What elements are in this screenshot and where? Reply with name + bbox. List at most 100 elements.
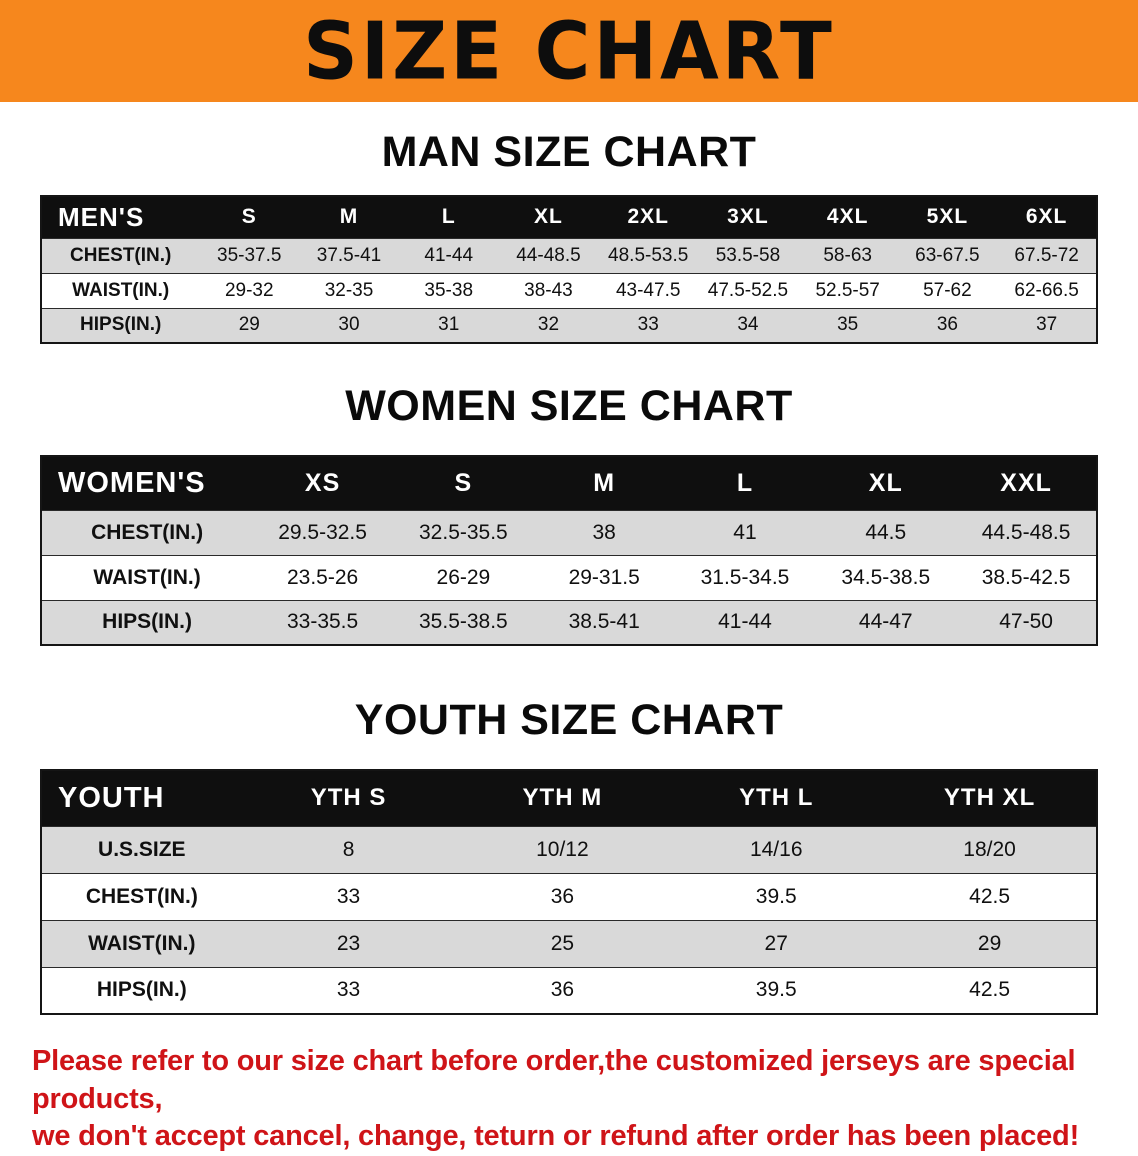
men-size-table-table: MEN'S S M L XL 2XL 3XL 4XL 5XL 6XL CHEST(IN.) 35-37…	[40, 195, 1098, 344]
women-size-table-cell: 32.5-35.5	[392, 509, 534, 555]
women-size-table-row: CHEST(IN.) 29.5-32.5 32.5-35.5 38 41 44.5 44.5…	[41, 509, 1097, 555]
women-size-table-header-cell: S	[392, 456, 534, 510]
women-size-table-cell: 29.5-32.5	[252, 509, 393, 555]
youth-size-table-cell: 27	[669, 919, 884, 967]
men-size-table-cell: 43-47.5	[598, 272, 699, 308]
men-size-table-cell: 30	[299, 307, 399, 343]
men-size-table-row: CHEST(IN.) 35-37.5 37.5-41 41-44 44-48.5 48.5…	[41, 237, 1097, 273]
women-size-table-header-cell: XXL	[956, 456, 1097, 510]
men-size-table-cell: 38-43	[498, 272, 599, 308]
women-size-table-cell: 35.5-38.5	[392, 599, 534, 645]
disclaimer-line-2: we don't accept cancel, change, teturn o…	[32, 1120, 1080, 1153]
youth-size-table-cell: 10/12	[455, 825, 670, 873]
youth-size-table-row: U.S.SIZE 8 10/12 14/16 18/20	[41, 825, 1097, 873]
youth-size-table-cell: 39.5	[669, 966, 884, 1014]
men-size-table-cell: 63-67.5	[897, 237, 998, 273]
men-size-table-header-row: MEN'S S M L XL 2XL 3XL 4XL 5XL 6XL	[41, 196, 1097, 238]
youth-size-section: YOUTH SIZE CHART YOUTH YTH S YTH M YTH L YTH…	[0, 696, 1138, 1015]
men-size-table-cell: 32	[498, 307, 599, 343]
youth-size-table-cell: 8	[241, 825, 456, 873]
youth-size-table: YOUTH YTH S YTH M YTH L YTH XL U.S.SIZE 8 10/12…	[40, 769, 1098, 1015]
youth-size-table-row-label: CHEST(IN.)	[41, 872, 242, 920]
men-size-table-cell: 36	[897, 307, 998, 343]
men-size-table-cell: 35	[797, 307, 898, 343]
youth-size-table-cell: 33	[241, 872, 456, 920]
youth-size-table-cell: 14/16	[669, 825, 884, 873]
men-size-table-cell: 37.5-41	[299, 237, 399, 273]
youth-size-table-header-cell: YTH L	[669, 770, 884, 826]
women-size-table-cell: 31.5-34.5	[674, 554, 816, 600]
men-size-table-header-cell: 5XL	[897, 196, 998, 238]
men-size-table-row: WAIST(IN.) 29-32 32-35 35-38 38-43 43-47.5 47.…	[41, 272, 1097, 308]
youth-size-table-cell: 33	[241, 966, 456, 1014]
women-size-table-row-label: HIPS(IN.)	[41, 599, 253, 645]
youth-size-table-header-cell: YTH S	[241, 770, 456, 826]
men-size-table-cell: 44-48.5	[498, 237, 599, 273]
men-size-table-cell: 58-63	[797, 237, 898, 273]
youth-size-table-cell: 42.5	[883, 966, 1097, 1014]
men-size-table-header-cell: 6XL	[997, 196, 1097, 238]
youth-size-table-cell: 29	[883, 919, 1097, 967]
men-size-table-cell: 52.5-57	[797, 272, 898, 308]
youth-size-table-cell: 36	[455, 872, 670, 920]
youth-size-table-row: HIPS(IN.) 33 36 39.5 42.5	[41, 966, 1097, 1014]
men-size-table-header-cell: 4XL	[797, 196, 898, 238]
men-size-table-header-title: MEN'S	[41, 196, 200, 238]
women-size-table-row: HIPS(IN.) 33-35.5 35.5-38.5 38.5-41 41-44 44-…	[41, 599, 1097, 645]
women-section-heading: WOMEN SIZE CHART	[345, 382, 793, 430]
men-size-table-cell: 34	[698, 307, 798, 343]
women-size-table-cell: 44-47	[815, 599, 957, 645]
men-size-section: MAN SIZE CHART MEN'S S M L XL 2XL 3XL 4XL 5XL 6XL…	[0, 128, 1138, 344]
women-size-table-cell: 26-29	[392, 554, 534, 600]
men-size-table-cell: 33	[598, 307, 699, 343]
women-size-table-header-title: WOMEN'S	[41, 456, 253, 510]
women-size-table-header-cell: M	[533, 456, 675, 510]
men-size-table-cell: 67.5-72	[997, 237, 1097, 273]
women-size-table-header-cell: L	[674, 456, 816, 510]
women-size-table-header-cell: XS	[252, 456, 393, 510]
women-size-table-cell: 38.5-41	[533, 599, 675, 645]
women-size-table-cell: 47-50	[956, 599, 1097, 645]
women-size-table-cell: 44.5	[815, 509, 957, 555]
men-size-table-cell: 47.5-52.5	[698, 272, 798, 308]
women-size-table-cell: 44.5-48.5	[956, 509, 1097, 555]
youth-size-table-header-title: YOUTH	[41, 770, 242, 826]
men-size-table-header-cell: S	[199, 196, 300, 238]
women-size-table-header-cell: XL	[815, 456, 957, 510]
disclaimer-line-1: Please refer to our size chart before or…	[32, 1045, 1076, 1115]
women-size-table-cell: 38	[533, 509, 675, 555]
men-size-table-cell: 62-66.5	[997, 272, 1097, 308]
men-size-table-header-cell: 2XL	[598, 196, 699, 238]
youth-size-table-cell: 42.5	[883, 872, 1097, 920]
women-size-table: WOMEN'S XS S M L XL XXL CHEST(IN.) 29.5-32.5 32.5…	[40, 455, 1098, 646]
men-size-table-cell: 31	[398, 307, 499, 343]
youth-size-table-row: CHEST(IN.) 33 36 39.5 42.5	[41, 872, 1097, 920]
men-size-table-cell: 35-38	[398, 272, 499, 308]
youth-size-table-cell: 36	[455, 966, 670, 1014]
men-section-heading: MAN SIZE CHART	[381, 128, 757, 176]
men-size-table-cell: 35-37.5	[199, 237, 300, 273]
men-size-table-cell: 57-62	[897, 272, 998, 308]
disclaimer: Please refer to our size chart before or…	[32, 1043, 1106, 1156]
men-size-table-cell: 29-32	[199, 272, 300, 308]
youth-size-table-table: YOUTH YTH S YTH M YTH L YTH XL U.S.SIZE 8 10/12…	[40, 769, 1098, 1015]
women-size-table-row: WAIST(IN.) 23.5-26 26-29 29-31.5 31.5-34.5 34…	[41, 554, 1097, 600]
youth-size-table-header-cell: YTH XL	[883, 770, 1097, 826]
women-size-table-row-label: CHEST(IN.)	[41, 509, 253, 555]
women-size-table-cell: 41	[674, 509, 816, 555]
men-size-table-row-label: WAIST(IN.)	[41, 272, 200, 308]
men-size-table-header-cell: 3XL	[698, 196, 798, 238]
youth-size-table-row: WAIST(IN.) 23 25 27 29	[41, 919, 1097, 967]
youth-size-table-row-label: WAIST(IN.)	[41, 919, 242, 967]
women-size-table-cell: 38.5-42.5	[956, 554, 1097, 600]
youth-size-table-cell: 39.5	[669, 872, 884, 920]
men-size-table-cell: 29	[199, 307, 300, 343]
women-size-section: WOMEN SIZE CHART WOMEN'S XS S M L XL XXL CHEST(…	[0, 382, 1138, 646]
youth-size-table-row-label: U.S.SIZE	[41, 825, 242, 873]
women-size-table-cell: 23.5-26	[252, 554, 393, 600]
youth-size-table-row-label: HIPS(IN.)	[41, 966, 242, 1014]
youth-size-table-header-row: YOUTH YTH S YTH M YTH L YTH XL	[41, 770, 1097, 826]
women-size-table-cell: 33-35.5	[252, 599, 393, 645]
men-size-table-cell: 48.5-53.5	[598, 237, 699, 273]
